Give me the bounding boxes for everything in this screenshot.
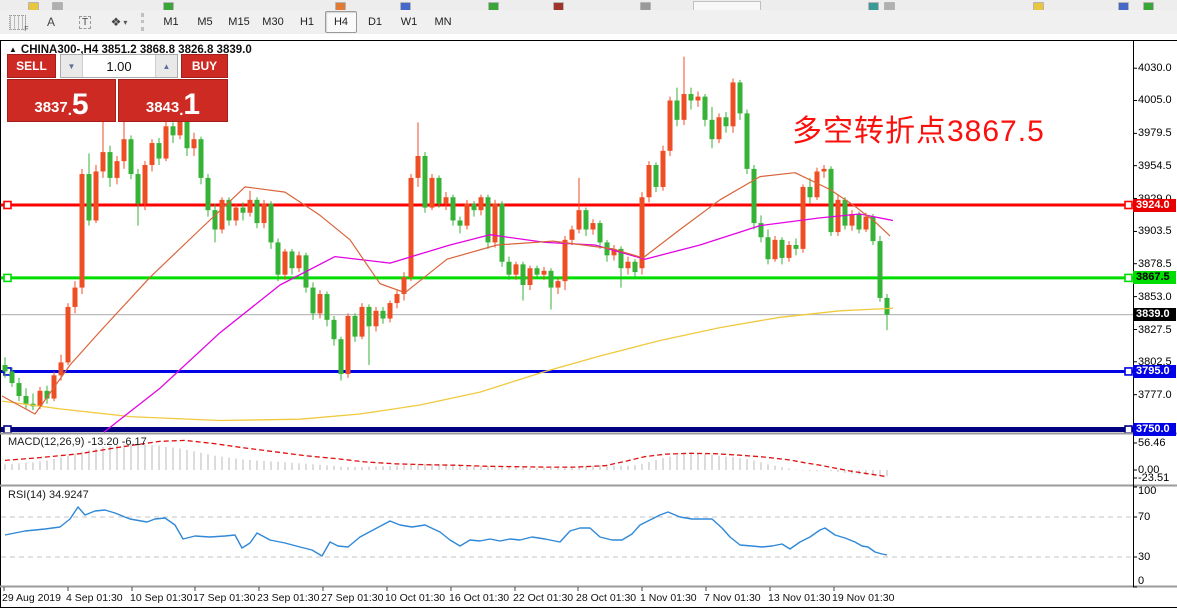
sell-price-pip: 5 — [71, 88, 89, 121]
font-a-icon: A — [46, 15, 55, 29]
time-tick-label: 28 Oct 01:30 — [576, 592, 637, 604]
time-tick-label: 10 Oct 01:30 — [385, 592, 446, 604]
timeframe-button-m5[interactable]: M5 — [197, 16, 213, 28]
time-tick-label: 1 Nov 01:30 — [640, 592, 697, 604]
time-tick-label: 29 Aug 2019 — [2, 592, 61, 604]
shapes-icon: ❖ — [110, 15, 122, 29]
rsi-tick-label: 100 — [1138, 485, 1157, 497]
rsi-indicator-label: RSI(14) 34.9247 — [8, 489, 89, 501]
time-tick-label: 22 Oct 01:30 — [513, 592, 574, 604]
macd-tick-label: 0.00 — [1138, 464, 1160, 476]
chart-annotation-text: 多空转折点3867.5 — [792, 115, 1045, 148]
timeframe-button-h4[interactable]: H4 — [325, 11, 357, 33]
volume-increase-button[interactable]: ▲ — [155, 55, 177, 77]
dot-grid-f-icon: F — [8, 14, 29, 33]
macd-tick-label: -23.51 — [1138, 472, 1170, 484]
sell-price-box[interactable]: 3837. 5 — [7, 79, 116, 122]
price-tick-label: 4030.0 — [1138, 62, 1172, 75]
text-label-button[interactable]: T — [69, 11, 101, 33]
time-tick-label: 13 Nov 01:30 — [768, 592, 831, 604]
time-tick-label: 17 Sep 01:30 — [193, 592, 256, 604]
price-level-badge: 3924.0 — [1133, 198, 1176, 212]
volume-decrease-button[interactable]: ▼ — [61, 55, 83, 77]
buy-price-dot: . — [179, 102, 184, 119]
buy-price-box[interactable]: 3843. 1 — [118, 79, 228, 122]
volume-input[interactable]: 1.00 — [106, 58, 132, 74]
timeframe-bar: M1 M5 M15 M30 H1 H4 D1 W1 MN — [154, 11, 460, 33]
price-tick-label: 3802.5 — [1138, 355, 1172, 368]
font-button[interactable]: A — [35, 11, 67, 33]
time-tick-label: 27 Sep 01:30 — [321, 592, 384, 604]
sell-button[interactable]: SELL — [7, 54, 56, 78]
buy-price-pip: 1 — [183, 88, 201, 121]
timeframe-button-h1[interactable]: H1 — [299, 16, 315, 28]
time-tick-label: 4 Sep 01:30 — [66, 592, 123, 604]
timeframe-button-m1[interactable]: M1 — [163, 16, 179, 28]
price-tick-label: 3853.0 — [1138, 290, 1172, 303]
macd-indicator-label: MACD(12,26,9) -13.20 -6.17 — [8, 436, 147, 448]
price-tick-label: 3954.5 — [1138, 159, 1172, 172]
timeframe-button-mn[interactable]: MN — [434, 16, 452, 28]
timeframe-button-d1[interactable]: D1 — [367, 16, 383, 28]
rsi-tick-label: 0 — [1138, 575, 1145, 587]
one-click-trade-panel: SELL ▼ 1.00 ▲ BUY 3837. 5 3843. 1 — [7, 54, 228, 122]
price-tick-label: 4005.0 — [1138, 94, 1172, 107]
price-level-badge: 3867.5 — [1133, 271, 1176, 285]
main-toolbar: F A T ❖ ▾ M1 M5 M15 M30 H1 H4 D1 W1 MN — [0, 10, 1177, 34]
toolbar-separator — [141, 13, 149, 31]
price-tick-label: 3878.5 — [1138, 257, 1172, 270]
timeframe-button-m15[interactable]: M15 — [228, 16, 250, 28]
rsi-tick-label: 30 — [1138, 551, 1151, 563]
price-tick-label: 3777.0 — [1138, 388, 1172, 401]
timeframe-button-w1[interactable]: W1 — [400, 16, 418, 28]
text-label-icon: T — [78, 15, 92, 29]
up-arrow-icon: ▲ — [162, 61, 171, 71]
down-arrow-icon: ▼ — [67, 61, 76, 71]
time-tick-label: 7 Nov 01:30 — [704, 592, 761, 604]
timeframe-button-m30[interactable]: M30 — [262, 16, 284, 28]
time-tick-label: 10 Sep 01:30 — [130, 592, 193, 604]
macd-tick-label: 56.46 — [1138, 437, 1166, 449]
price-level-badge: 3750.0 — [1133, 423, 1176, 437]
price-tick-label: 3903.5 — [1138, 225, 1172, 238]
time-tick-label: 19 Nov 01:30 — [832, 592, 895, 604]
time-tick-label: 23 Sep 01:30 — [257, 592, 320, 604]
triangle-icon: ▲ — [9, 45, 17, 54]
grid-forecast-icon-button[interactable]: F — [1, 11, 33, 33]
volume-stepper: ▼ 1.00 ▲ — [60, 54, 178, 78]
price-level-badge: 3795.0 — [1133, 364, 1176, 378]
price-tick-label: 3979.5 — [1138, 127, 1172, 140]
rsi-tick-label: 70 — [1138, 511, 1151, 523]
buy-button[interactable]: BUY — [181, 54, 228, 78]
time-tick-label: 16 Oct 01:30 — [449, 592, 510, 604]
sell-price-dot: . — [67, 102, 72, 119]
price-level-badge: 3839.0 — [1133, 308, 1176, 322]
chevron-down-icon: ▾ — [123, 17, 128, 27]
sell-price-main: 3837 — [34, 99, 68, 116]
shapes-button[interactable]: ❖ ▾ — [103, 11, 135, 33]
buy-price-main: 3843 — [145, 99, 180, 116]
price-tick-label: 3827.5 — [1138, 323, 1172, 336]
chart-symbol-title: ▲ CHINA300-,H4 3851.2 3868.8 3826.8 3839.… — [9, 44, 252, 56]
